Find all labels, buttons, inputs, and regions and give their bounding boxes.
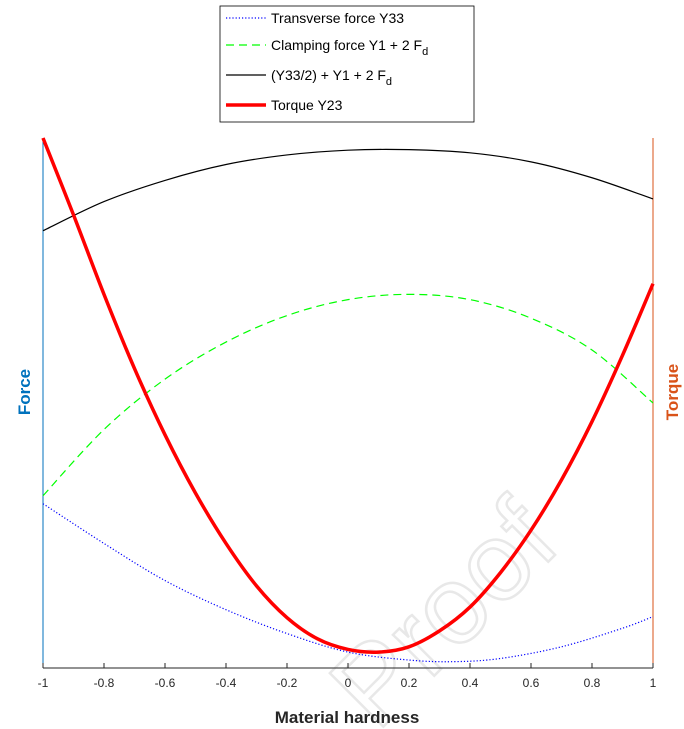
series-line-torque [41, 137, 655, 654]
x-tick-label: -0.4 [216, 676, 237, 690]
series-line-combined [42, 148, 654, 232]
x-tick-label: 0.6 [523, 676, 540, 690]
legend-entries: Transverse force Y33 Clamping force Y1 + … [226, 10, 428, 113]
left-y-axis-label: Force [15, 369, 34, 415]
x-axis-label: Material hardness [275, 708, 420, 727]
legend-box [219, 5, 475, 123]
right-y-axis-label: Torque [663, 364, 682, 420]
x-tick-label: 0.4 [462, 676, 479, 690]
legend-label-clamping: Clamping force Y1 + 2 Fd [271, 37, 428, 58]
x-tick-label: 0.8 [584, 676, 601, 690]
x-tick-label: 0.2 [401, 676, 418, 690]
series-group [41, 137, 655, 663]
x-tick-label: -0.6 [155, 676, 176, 690]
x-tick-label: 0 [345, 676, 352, 690]
x-tick-label: -0.8 [94, 676, 115, 690]
legend: Transverse force Y33 Clamping force Y1 + … [219, 5, 475, 123]
x-tick-group: -1 -0.8 -0.6 -0.4 -0.2 0 0.2 0.4 0.6 0.8 1 [38, 663, 657, 690]
legend-label-combined: (Y33/2) + Y1 + 2 Fd [271, 67, 392, 88]
x-tick-label: 1 [650, 676, 657, 690]
series-line-transverse [42, 503, 654, 663]
x-tick-label: -0.2 [277, 676, 298, 690]
legend-label-transverse: Transverse force Y33 [271, 10, 404, 26]
legend-label-torque: Torque Y23 [271, 97, 343, 113]
x-tick-label: -1 [38, 676, 49, 690]
series-line-clamping [42, 293, 654, 497]
